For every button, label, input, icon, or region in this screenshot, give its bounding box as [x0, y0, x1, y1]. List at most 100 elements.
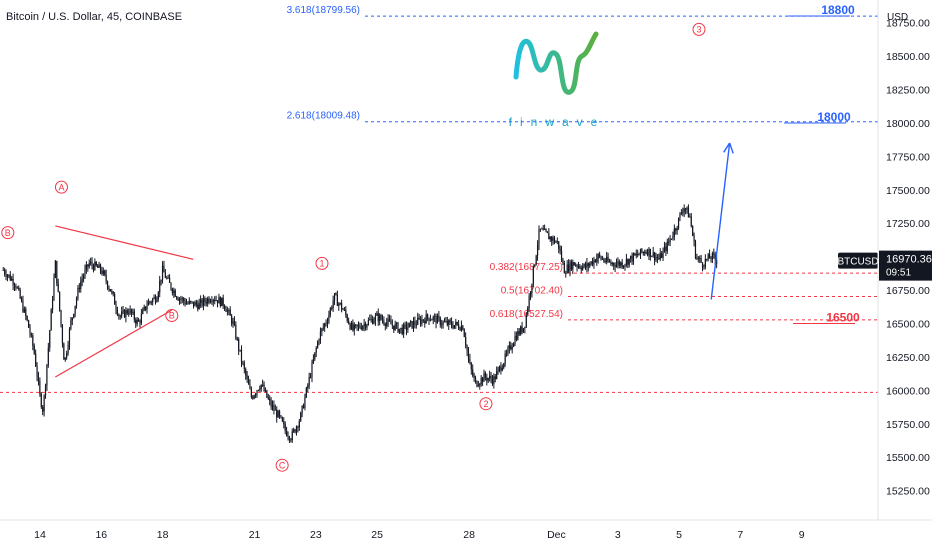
candle-body — [570, 261, 573, 270]
candle-body — [340, 303, 343, 310]
candle-body — [453, 325, 455, 329]
wave-label-circle — [479, 397, 493, 411]
candle-body — [249, 384, 251, 389]
candle-body — [215, 300, 217, 301]
candle-body — [459, 328, 461, 331]
candle-body — [346, 314, 348, 321]
candle-body — [604, 261, 606, 262]
candle-body — [184, 301, 186, 305]
time-tick-label: 28 — [463, 529, 475, 541]
candle-body — [253, 395, 255, 399]
candle-body — [670, 238, 673, 240]
candle-body — [305, 387, 307, 398]
candle-body — [701, 262, 704, 267]
candle-body — [32, 335, 34, 346]
candle-body — [493, 376, 495, 384]
candle-body — [529, 292, 532, 297]
candle-body — [233, 320, 236, 325]
candle-body — [60, 310, 62, 326]
candle-body — [328, 315, 330, 322]
candle-body — [232, 320, 234, 324]
candle-body — [572, 262, 574, 270]
candle-body — [19, 289, 21, 299]
candle-body — [280, 415, 282, 418]
candle-body — [376, 313, 378, 316]
candle-body — [556, 241, 558, 243]
candle-body — [426, 314, 429, 318]
projection-arrow-head — [728, 142, 734, 154]
candle-body — [239, 349, 241, 351]
candle-body — [177, 298, 179, 301]
candle-body — [290, 439, 292, 441]
candle-body — [157, 292, 159, 300]
candle-body — [329, 308, 331, 316]
candle-body — [118, 314, 120, 316]
candle-body — [54, 260, 56, 279]
candle-body — [331, 308, 333, 309]
candle-body — [546, 231, 549, 234]
candle-body — [704, 258, 706, 267]
candle-body — [573, 262, 575, 266]
candle-body — [412, 321, 415, 329]
candle-body — [221, 297, 223, 307]
candle-body — [339, 303, 341, 304]
candle-body — [102, 270, 104, 274]
candle-body — [168, 277, 171, 283]
candle-body — [42, 407, 44, 412]
candle-body — [355, 324, 357, 326]
candle-body — [599, 254, 601, 257]
candle-body — [229, 309, 231, 316]
candle-body — [607, 256, 609, 262]
candle-body — [350, 323, 353, 329]
candle-body — [146, 305, 148, 310]
candle-body — [112, 291, 114, 295]
finwave-logo: finwave — [509, 31, 599, 129]
candle-body — [50, 309, 52, 331]
candle-body — [104, 270, 106, 275]
candle-body — [377, 313, 379, 322]
candle-body — [567, 264, 570, 272]
candle-body — [297, 426, 299, 428]
candle-body — [391, 324, 393, 326]
candle-body — [700, 258, 702, 263]
target-label: 18800 — [821, 3, 855, 17]
finwave-logo-wave — [513, 31, 599, 95]
candle-body — [676, 228, 678, 231]
candle-body — [419, 318, 422, 324]
candle-body — [326, 321, 329, 324]
candle-body — [115, 304, 117, 310]
candle-body — [487, 378, 489, 381]
candle-body — [13, 284, 16, 286]
candle-body — [367, 320, 369, 325]
candle-body — [286, 430, 288, 436]
candle-body — [655, 257, 657, 261]
candle-body — [64, 357, 66, 360]
candle-body — [288, 436, 291, 440]
candle-body — [202, 298, 205, 306]
candle-body — [510, 345, 512, 350]
candle-body — [520, 326, 522, 335]
candle-body — [393, 325, 395, 330]
candle-body — [238, 338, 240, 351]
symbol-badge — [838, 252, 878, 269]
candle-body — [474, 378, 477, 381]
candle-body — [501, 367, 503, 371]
candle-body — [167, 277, 169, 279]
candle-body — [565, 273, 567, 275]
candle-body — [277, 411, 279, 418]
candle-body — [711, 253, 713, 259]
candle-body — [191, 301, 193, 303]
candle-body — [663, 246, 666, 251]
candle-body — [163, 265, 165, 273]
candle-body — [490, 375, 492, 380]
candle-body — [61, 325, 64, 344]
candle-body — [615, 263, 618, 267]
candle-body — [672, 236, 674, 239]
candle-body — [185, 303, 188, 305]
candle-body — [514, 335, 516, 344]
candle-body — [357, 325, 360, 327]
candle-body — [606, 256, 608, 262]
candle-body — [68, 328, 71, 345]
candle-body — [39, 380, 41, 394]
